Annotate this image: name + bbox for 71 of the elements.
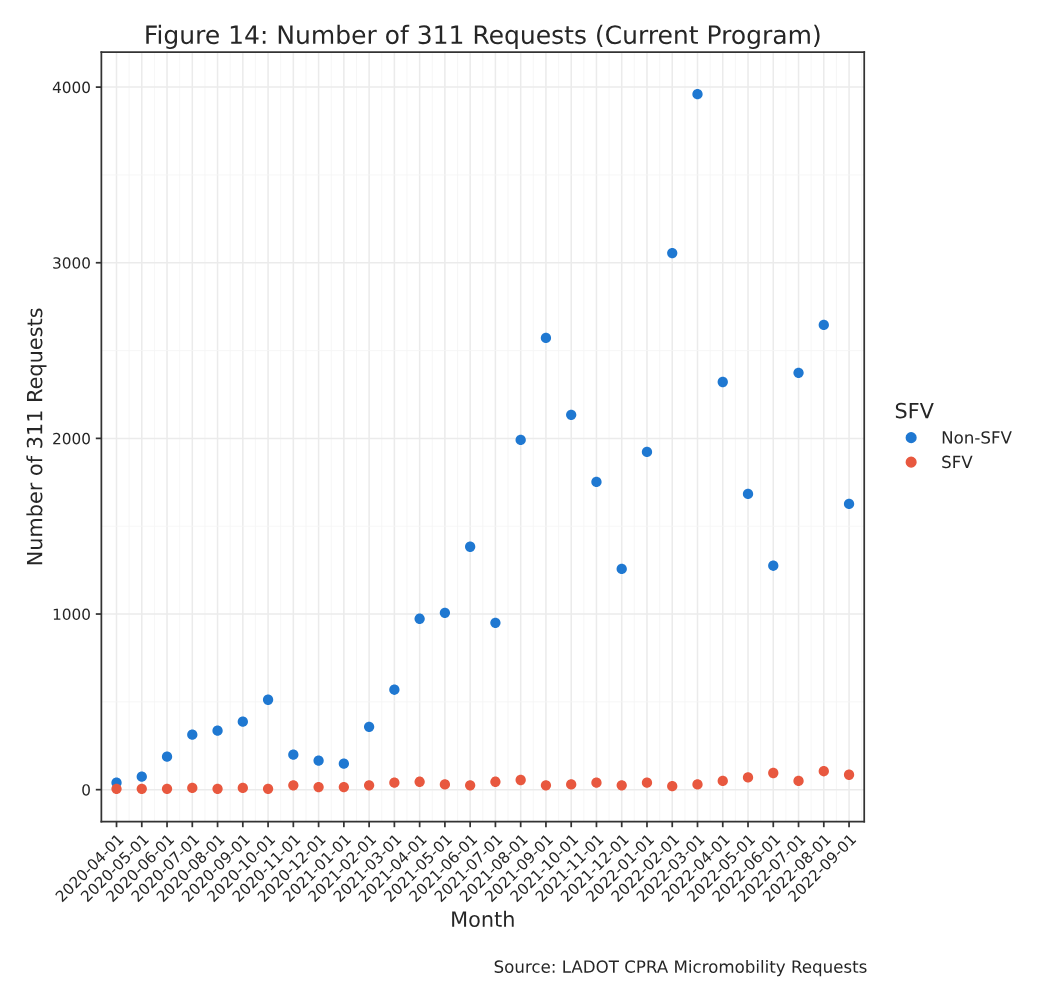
- point: [667, 247, 678, 259]
- point: [237, 782, 248, 794]
- point: [843, 769, 855, 780]
- y-tick-label: 0: [82, 784, 90, 796]
- legend-title: SFV: [895, 402, 934, 419]
- point: [742, 772, 754, 783]
- point: [338, 781, 350, 793]
- point: [389, 777, 400, 788]
- point: [465, 780, 476, 791]
- point: [338, 758, 350, 769]
- point: [793, 367, 804, 379]
- point: [616, 563, 627, 575]
- point: [566, 779, 577, 790]
- point: [490, 776, 501, 787]
- point: [313, 781, 324, 793]
- point: [187, 729, 198, 740]
- point: [566, 409, 577, 420]
- y-axis-title: Number of 311 Requests: [26, 308, 47, 565]
- point: [490, 617, 501, 628]
- legend-label: SFV: [942, 455, 973, 469]
- point: [439, 607, 451, 618]
- point: [465, 541, 476, 552]
- point: [641, 777, 653, 788]
- y-tick-label: 1000: [53, 608, 90, 621]
- y-tick-label: 2000: [53, 432, 90, 445]
- point: [212, 783, 223, 794]
- point: [262, 783, 274, 794]
- y-tick-label: 4000: [52, 81, 90, 94]
- point: [692, 779, 703, 790]
- point: [717, 376, 728, 388]
- point: [818, 319, 829, 331]
- point: [540, 332, 552, 344]
- point: [717, 775, 728, 787]
- point: [768, 560, 779, 571]
- point: [591, 777, 602, 788]
- point: [237, 716, 248, 727]
- point: [288, 749, 299, 760]
- point: [212, 725, 223, 736]
- point: [540, 780, 552, 791]
- chart-title: Figure 14: Number of 311 Requests (Current Program): [146, 24, 820, 50]
- point: [641, 446, 653, 458]
- point: [363, 780, 375, 791]
- point: [313, 755, 324, 766]
- point: [414, 776, 425, 787]
- legend-label: Non-SFV: [942, 431, 1012, 444]
- y-tick-label: 3000: [53, 257, 90, 269]
- point: [692, 88, 703, 100]
- point: [591, 476, 602, 488]
- point: [818, 766, 829, 777]
- point: [515, 434, 526, 446]
- x-axis-title: Month: [452, 910, 514, 927]
- point: [742, 488, 754, 500]
- point: [768, 767, 779, 779]
- point: [389, 684, 400, 695]
- point: [414, 613, 425, 624]
- source-note: Source: LADOT CPRA Micromobility Requests: [494, 960, 867, 977]
- point: [111, 783, 122, 794]
- point: [843, 498, 855, 510]
- point: [187, 782, 198, 794]
- point: [616, 780, 627, 791]
- point: [363, 721, 375, 732]
- point: [515, 774, 526, 786]
- point: [136, 783, 147, 794]
- point: [161, 783, 173, 794]
- point: [262, 694, 274, 705]
- point: [288, 780, 299, 791]
- point: [793, 775, 804, 787]
- point: [161, 751, 173, 762]
- point: [439, 779, 451, 790]
- point: [667, 781, 678, 792]
- point: [136, 771, 147, 782]
